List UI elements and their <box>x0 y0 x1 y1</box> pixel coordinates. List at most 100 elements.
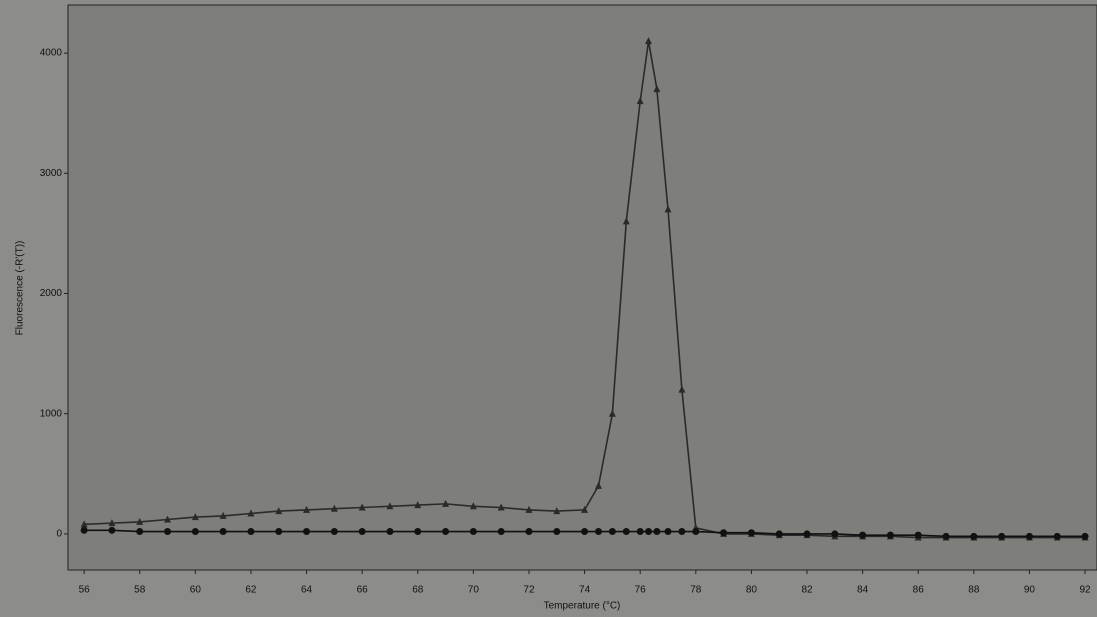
marker <box>330 504 338 512</box>
x-tick-label: 66 <box>357 585 369 596</box>
marker <box>914 531 922 539</box>
marker <box>330 528 338 536</box>
marker <box>594 528 602 536</box>
x-tick-label: 90 <box>1024 585 1036 596</box>
marker <box>653 85 661 93</box>
marker <box>386 502 394 510</box>
marker <box>553 528 561 536</box>
marker <box>608 409 616 417</box>
marker <box>622 528 630 536</box>
marker <box>80 526 88 534</box>
marker <box>1025 532 1033 540</box>
x-tick-label: 86 <box>913 585 925 596</box>
marker <box>553 507 561 515</box>
marker <box>247 509 255 517</box>
marker <box>678 528 686 536</box>
y-axis-label: Fluorescence (-R'(T)) <box>15 241 26 336</box>
marker <box>442 528 450 536</box>
marker <box>1081 532 1089 540</box>
marker <box>645 37 653 45</box>
marker <box>775 530 783 538</box>
marker <box>970 532 978 540</box>
marker <box>645 528 653 536</box>
marker <box>442 499 450 507</box>
marker <box>191 513 199 521</box>
marker <box>358 503 366 511</box>
marker <box>275 507 283 515</box>
marker <box>636 97 644 105</box>
marker <box>594 481 602 489</box>
marker <box>608 528 616 536</box>
marker <box>136 517 144 525</box>
x-tick-label: 82 <box>801 585 813 596</box>
x-tick-label: 60 <box>190 585 202 596</box>
marker <box>831 530 839 538</box>
marker <box>747 529 755 537</box>
marker <box>678 385 686 393</box>
marker <box>525 505 533 513</box>
series-line <box>84 40 1086 539</box>
x-tick-label: 88 <box>968 585 980 596</box>
series-line <box>84 529 1086 538</box>
x-tick-label: 76 <box>635 585 647 596</box>
marker <box>164 515 172 523</box>
marker <box>622 217 630 225</box>
marker <box>497 503 505 511</box>
marker <box>164 528 172 536</box>
marker <box>636 528 644 536</box>
marker <box>886 531 894 539</box>
marker <box>581 528 589 536</box>
marker <box>653 528 661 536</box>
x-tick-label: 72 <box>523 585 535 596</box>
marker <box>803 530 811 538</box>
marker <box>219 528 227 536</box>
marker <box>386 528 394 536</box>
marker <box>303 528 311 536</box>
y-tick-label: 4000 <box>40 48 63 59</box>
marker <box>1053 532 1061 540</box>
marker <box>664 205 672 213</box>
x-tick-label: 78 <box>690 585 702 596</box>
plot-area <box>67 4 1097 571</box>
x-tick-label: 56 <box>79 585 91 596</box>
x-tick-label: 62 <box>245 585 257 596</box>
marker <box>358 528 366 536</box>
x-tick-label: 70 <box>468 585 480 596</box>
marker <box>497 528 505 536</box>
marker <box>247 528 255 536</box>
marker <box>998 532 1006 540</box>
y-tick-label: 1000 <box>40 408 63 419</box>
marker <box>525 528 533 536</box>
x-tick-label: 84 <box>857 585 869 596</box>
marker <box>219 511 227 519</box>
marker <box>692 528 700 536</box>
marker <box>275 528 283 536</box>
x-tick-label: 74 <box>579 585 591 596</box>
y-tick-label: 3000 <box>40 168 63 179</box>
marker <box>108 526 116 534</box>
marker <box>191 528 199 536</box>
marker <box>414 528 422 536</box>
x-tick-label: 68 <box>412 585 424 596</box>
marker <box>303 505 311 513</box>
y-tick-label: 0 <box>56 529 62 540</box>
marker <box>80 520 88 528</box>
x-tick-label: 64 <box>301 585 313 596</box>
marker <box>469 502 477 510</box>
x-tick-label: 80 <box>746 585 758 596</box>
marker <box>942 532 950 540</box>
x-axis-label: Temperature (°C) <box>544 601 621 612</box>
marker <box>664 528 672 536</box>
marker <box>108 519 116 527</box>
x-tick-label: 92 <box>1079 585 1091 596</box>
marker <box>414 501 422 509</box>
marker <box>136 528 144 536</box>
x-tick-label: 58 <box>134 585 146 596</box>
y-tick-label: 2000 <box>40 288 63 299</box>
marker <box>720 529 728 537</box>
marker <box>469 528 477 536</box>
marker <box>581 505 589 513</box>
marker <box>859 531 867 539</box>
